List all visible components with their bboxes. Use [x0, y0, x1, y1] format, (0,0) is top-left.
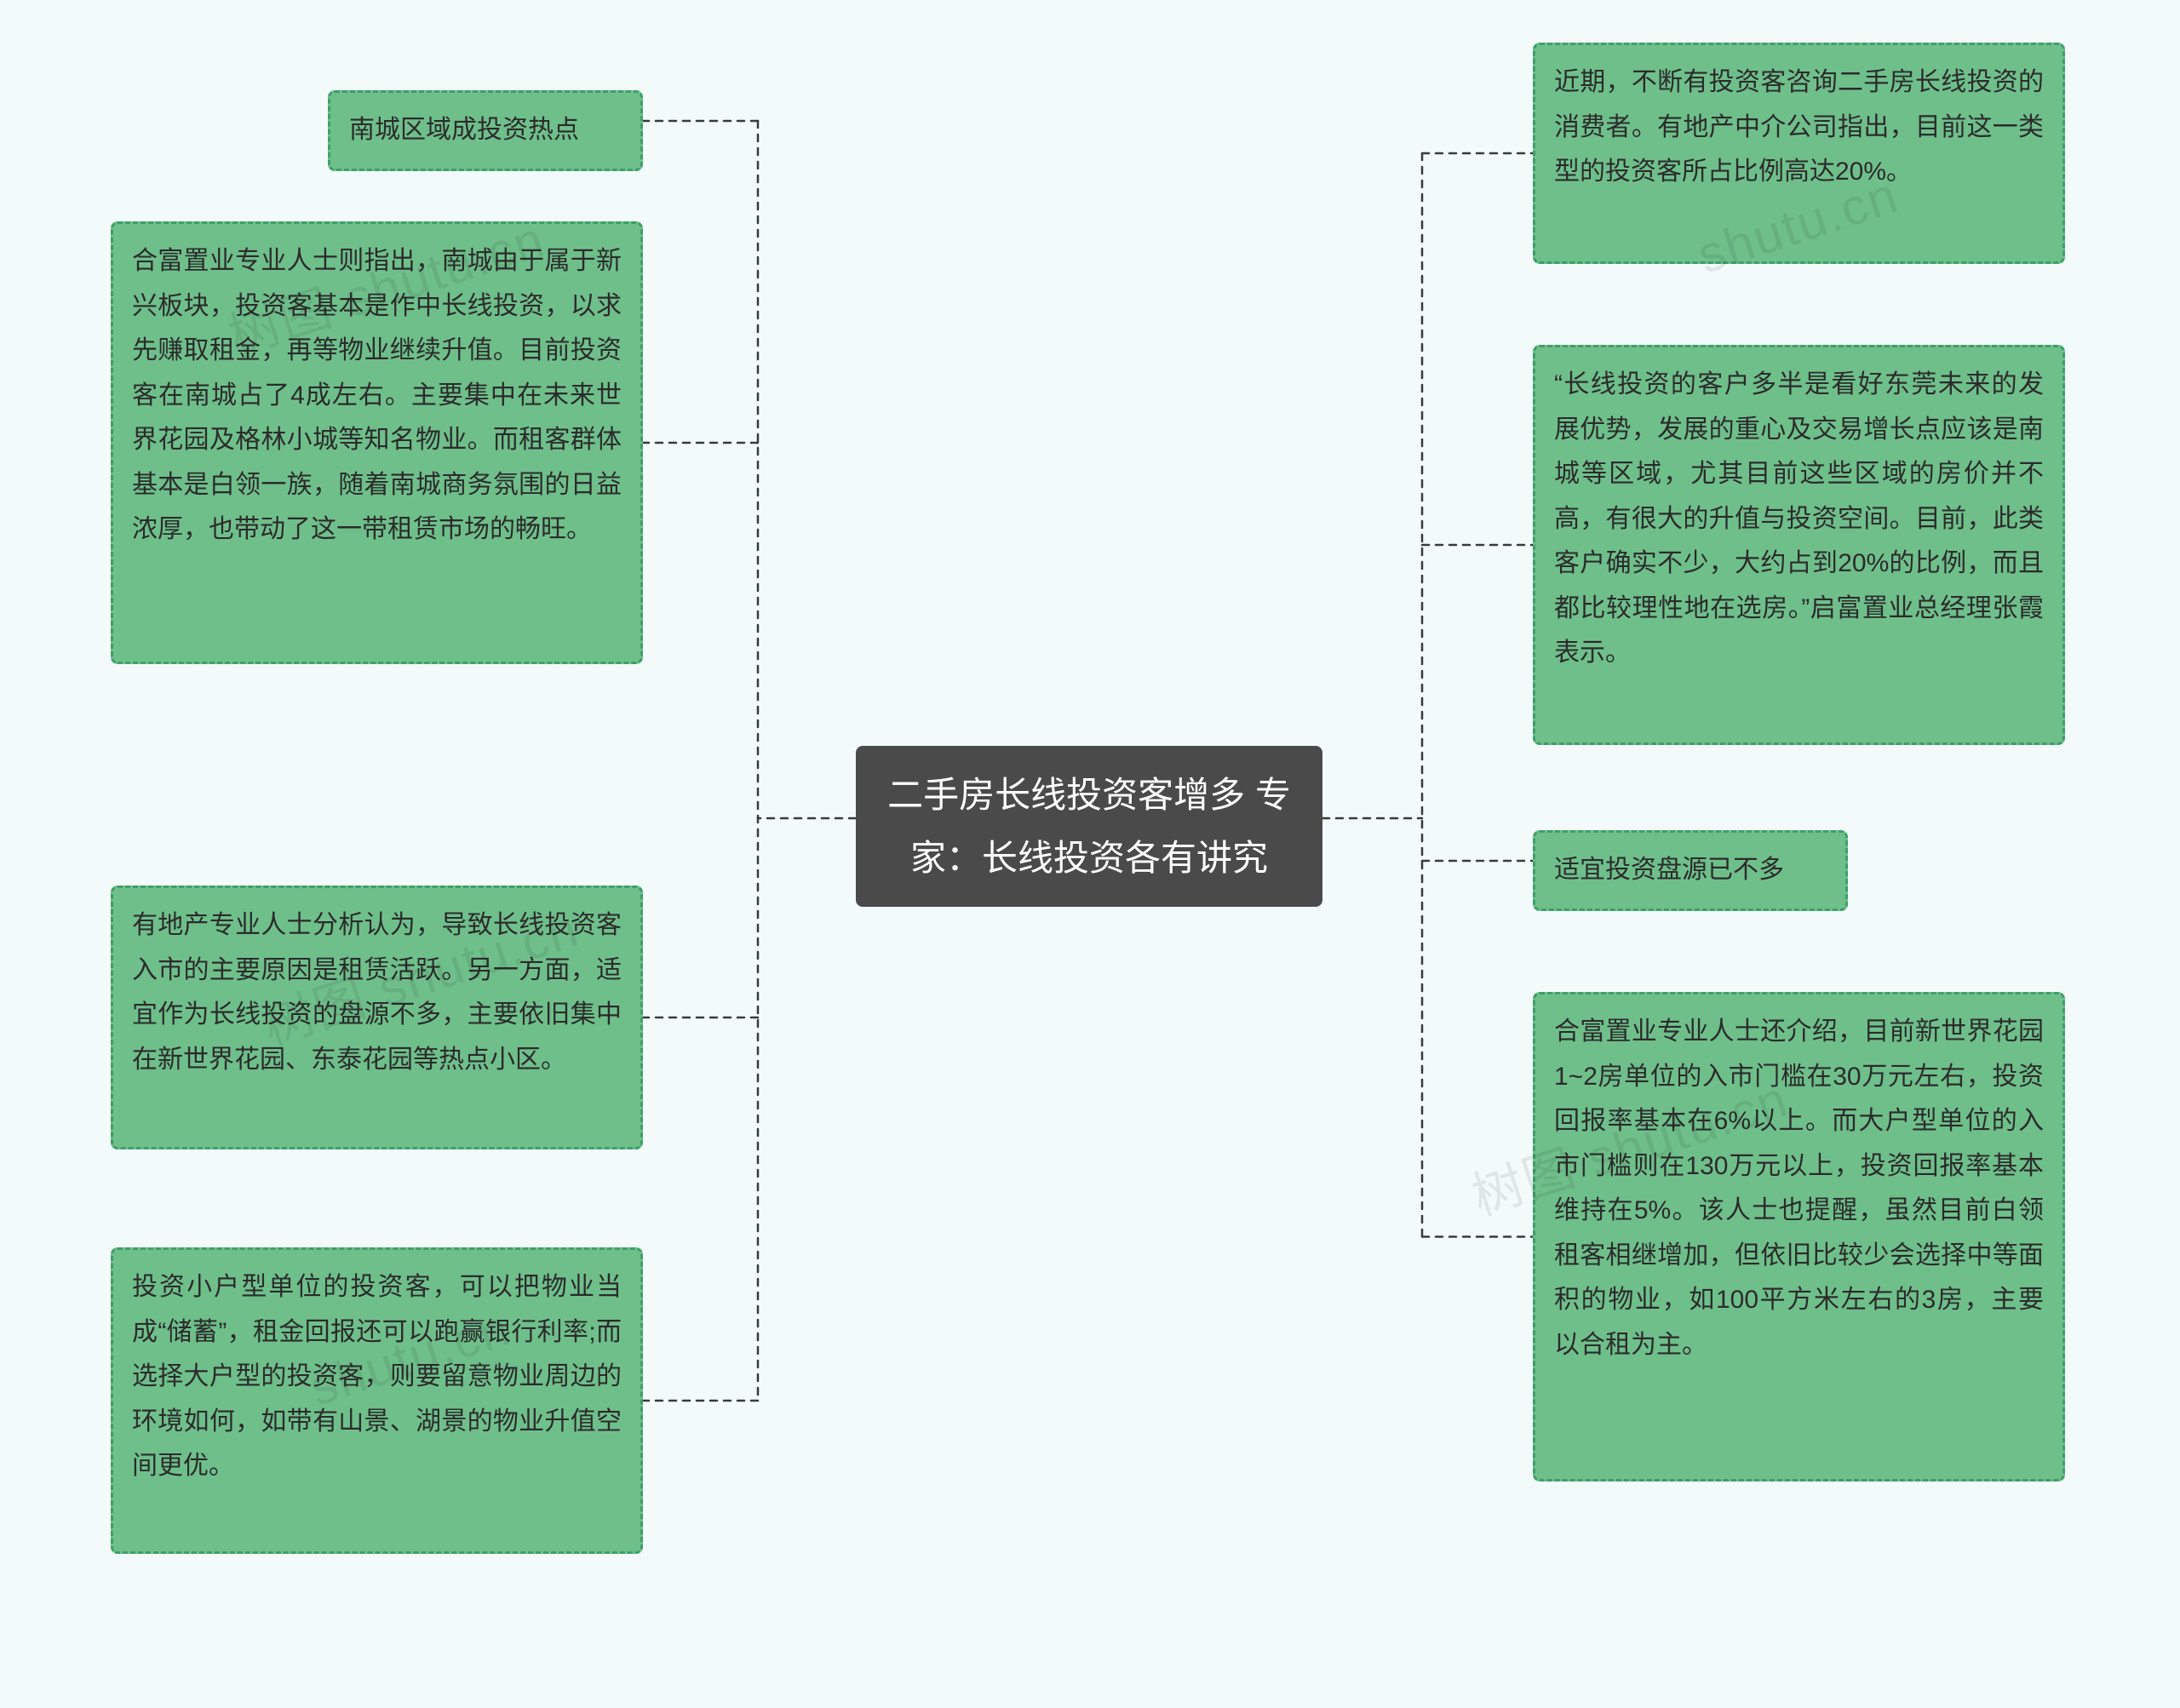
left-node: 投资小户型单位的投资客，可以把物业当成“储蓄”，租金回报还可以跑赢银行利率;而选… — [111, 1247, 643, 1554]
node-text: “长线投资的客户多半是看好东莞未来的发展优势，发展的重心及交易增长点应该是南城等… — [1554, 370, 2044, 667]
node-text: 合富置业专业人士还介绍，目前新世界花园1~2房单位的入市门槛在30万元左右，投资… — [1554, 1017, 2044, 1359]
node-text: 投资小户型单位的投资客，可以把物业当成“储蓄”，租金回报还可以跑赢银行利率;而选… — [132, 1273, 622, 1480]
right-node: 近期，不断有投资客咨询二手房长线投资的消费者。有地产中介公司指出，目前这一类型的… — [1533, 43, 2065, 264]
node-text: 有地产专业人士分析认为，导致长线投资客入市的主要原因是租赁活跃。另一方面，适宜作… — [132, 911, 622, 1074]
node-text: 南城区域成投资热点 — [349, 116, 579, 144]
left-node: 合富置业专业人士则指出，南城由于属于新兴板块，投资客基本是作中长线投资，以求先赚… — [111, 221, 643, 664]
node-text: 适宜投资盘源已不多 — [1554, 856, 1784, 884]
center-node: 二手房长线投资客增多 专家：长线投资各有讲究 — [856, 746, 1322, 907]
node-text: 合富置业专业人士则指出，南城由于属于新兴板块，投资客基本是作中长线投资，以求先赚… — [132, 247, 622, 543]
right-node: “长线投资的客户多半是看好东莞未来的发展优势，发展的重心及交易增长点应该是南城等… — [1533, 345, 2065, 745]
right-node: 合富置业专业人士还介绍，目前新世界花园1~2房单位的入市门槛在30万元左右，投资… — [1533, 992, 2065, 1482]
left-node: 南城区域成投资热点 — [328, 90, 643, 171]
left-node: 有地产专业人士分析认为，导致长线投资客入市的主要原因是租赁活跃。另一方面，适宜作… — [111, 886, 643, 1149]
center-text: 二手房长线投资客增多 专家：长线投资各有讲究 — [877, 764, 1301, 889]
node-text: 近期，不断有投资客咨询二手房长线投资的消费者。有地产中介公司指出，目前这一类型的… — [1554, 68, 2044, 186]
right-node: 适宜投资盘源已不多 — [1533, 830, 1848, 911]
